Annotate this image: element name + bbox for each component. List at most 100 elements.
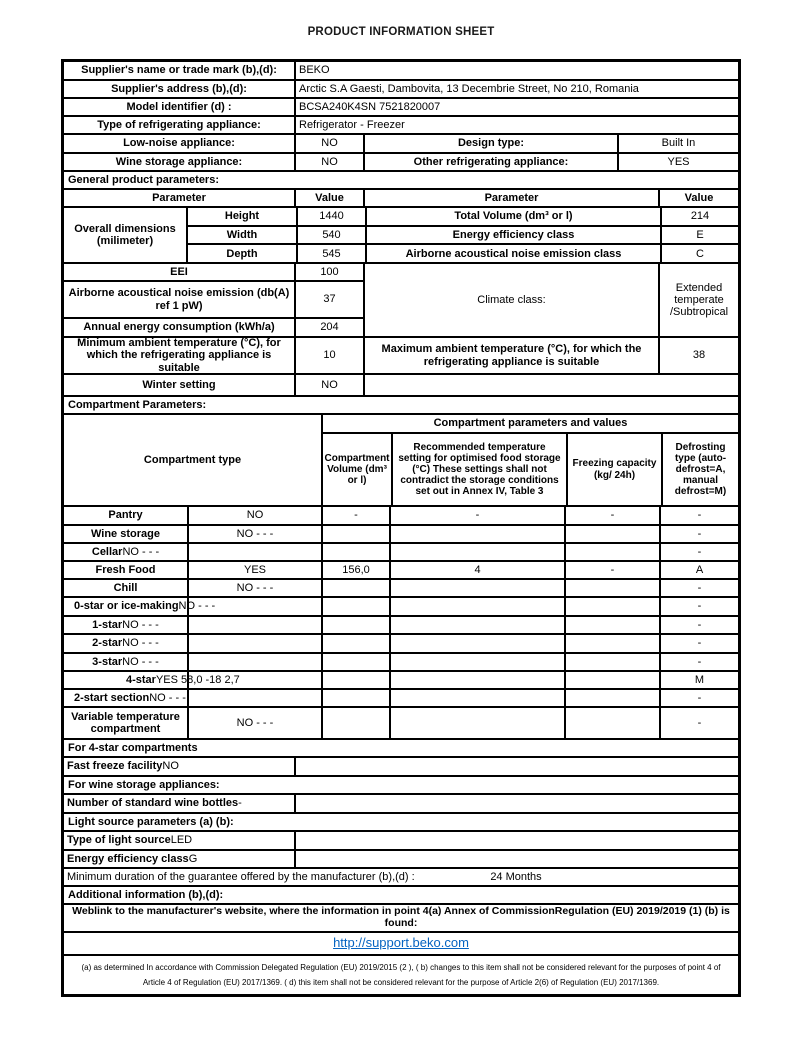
row-winter-setting: Winter setting NO xyxy=(64,375,738,397)
compartment-defrost: - xyxy=(659,690,738,706)
compartment-row-variable-temperature: Variable temperature compartment NO - - … xyxy=(64,708,738,740)
wine-storage-value: NO xyxy=(294,154,363,170)
compartment-row-2-start-section: 2-start section NO - - - - xyxy=(64,690,738,708)
compartment-freezing: - xyxy=(564,507,659,524)
compartment-temp xyxy=(389,654,564,670)
compartment-inline-value: NO - - - xyxy=(122,655,159,668)
compartment-label: Cellar NO - - - xyxy=(64,544,187,560)
fast-freeze-cell: Fast freeze facility NO xyxy=(64,758,294,775)
compartment-temp xyxy=(389,526,564,542)
compartment-present: NO - - - xyxy=(187,708,321,738)
compartment-freezing: - xyxy=(564,562,659,578)
row-param-value-header: Parameter Value Parameter Value xyxy=(64,190,738,208)
annual-energy-label: Annual energy consumption (kWh/a) xyxy=(83,321,275,334)
compartment-header-group: Compartment parameters and values Compar… xyxy=(321,415,738,505)
compartment-label: Chill xyxy=(113,581,138,594)
row-light-section-header: Light source parameters (a) (b): xyxy=(64,814,738,832)
compartment-volume xyxy=(321,654,389,670)
low-noise-label: Low-noise appliance: xyxy=(123,137,235,150)
row-noise-emission: Airborne acoustical noise emission (db(A… xyxy=(64,282,363,319)
supplier-address-label: Supplier's address (b),(d): xyxy=(111,82,247,95)
wine-bottles-cell: Number of standard wine bottles - xyxy=(64,795,294,812)
compartment-label: 3-star NO - - - xyxy=(64,654,187,670)
other-appliance-value: YES xyxy=(617,154,738,170)
row-compartment-column-headers: Compartment Volume (dm³ or l) Recommende… xyxy=(323,434,738,505)
compartment-label: Fresh Food xyxy=(95,563,156,576)
row-supplier-address: Supplier's address (b),(d): Arctic S.A G… xyxy=(64,81,738,99)
compartment-row-1-star: 1-star NO - - - - xyxy=(64,617,738,635)
row-light-class: Energy efficiency class G xyxy=(64,851,738,869)
row-eei-climate: EEI 100 Airborne acoustical noise emissi… xyxy=(64,264,738,338)
compartment-present xyxy=(187,598,321,615)
compartment-name: 0-star or ice-making xyxy=(74,600,179,613)
winter-setting-value: NO xyxy=(294,375,363,395)
row-depth: Depth 545 Airborne acoustical noise emis… xyxy=(188,245,738,263)
freezing-column-header: Freezing capacity (kg/ 24h) xyxy=(566,434,661,505)
compartment-inline-value: NO - - - xyxy=(149,691,186,704)
annual-energy-value: 204 xyxy=(294,319,363,336)
fast-freeze-value: NO xyxy=(162,760,179,773)
compartment-volume xyxy=(321,690,389,706)
noise-emission-label: Airborne acoustical noise emission (db(A… xyxy=(68,287,290,312)
compartment-temp xyxy=(389,617,564,633)
depth-label: Depth xyxy=(226,247,258,260)
low-noise-value: NO xyxy=(294,135,363,152)
fast-freeze-label: Fast freeze facility xyxy=(67,760,163,773)
height-label: Height xyxy=(224,210,260,223)
dimensions-label: Overall dimensions (milimeter) xyxy=(74,222,176,247)
fast-freeze-empty xyxy=(294,758,738,775)
climate-class-value: Extended temperate /Subtropical xyxy=(658,264,738,336)
eei-value: 100 xyxy=(294,264,363,280)
compartment-volume: - xyxy=(321,507,389,524)
compartment-freezing xyxy=(564,580,659,596)
row-compartment-section-header: Compartment Parameters: xyxy=(64,397,738,415)
compartment-row-4-star: 4-star YES 58,0 -18 2,7 M xyxy=(64,672,738,690)
compartment-defrost: - xyxy=(659,526,738,542)
compartment-volume xyxy=(321,708,389,738)
compartment-present: NO - - - xyxy=(187,580,321,596)
manufacturer-website-link[interactable]: http://support.beko.com xyxy=(333,935,469,951)
compartment-present xyxy=(187,690,321,706)
compartment-name: 4-star xyxy=(126,673,156,686)
row-wine-storage-appliance: Wine storage appliance: NO Other refrige… xyxy=(64,154,738,172)
row-footnote: (a) as determined In accordance with Com… xyxy=(64,956,738,994)
light-section-title: Light source parameters (a) (b): xyxy=(68,815,234,828)
compartment-name: 2-star xyxy=(92,637,123,650)
compartment-present xyxy=(187,654,321,670)
additional-info-title: Additional information (b),(d): xyxy=(68,888,224,901)
guarantee-label: Minimum duration of the guarantee offere… xyxy=(67,870,415,883)
compartment-inline-value: YES 58,0 -18 2,7 xyxy=(155,673,240,686)
dimensions-subtable: Height 1440 Total Volume (dm³ or l) 214 … xyxy=(186,208,738,263)
row-supplier-name: Supplier's name or trade mark (b),(d): B… xyxy=(64,62,738,81)
noise-emission-value: 37 xyxy=(294,282,363,317)
eei-label: EEI xyxy=(170,265,188,278)
climate-class-label: Climate class: xyxy=(363,264,658,336)
compartment-label: Variable temperature compartment xyxy=(71,710,180,735)
compartment-label: 0-star or ice-making NO - - - xyxy=(64,598,215,615)
light-type-value: LED xyxy=(170,834,193,847)
max-ambient-value: 38 xyxy=(658,338,738,373)
light-type-cell: Type of light source LED xyxy=(64,832,294,849)
compartment-temp: 4 xyxy=(389,562,564,578)
compartment-temp xyxy=(389,580,564,596)
depth-value: 545 xyxy=(296,245,365,263)
row-ambient-temperature: Minimum ambient temperature (°C), for wh… xyxy=(64,337,738,375)
light-class-value: G xyxy=(188,852,198,865)
compartment-inline-value: NO - - - xyxy=(122,545,160,558)
compartment-temp xyxy=(389,708,564,738)
compartment-freezing xyxy=(564,708,659,738)
compartment-freezing xyxy=(564,526,659,542)
compartment-freezing xyxy=(564,654,659,670)
supplier-name-label: Supplier's name or trade mark (b),(d): xyxy=(81,64,277,77)
compartment-volume: 156,0 xyxy=(321,562,389,578)
compartment-present: YES xyxy=(187,562,321,578)
defrost-column-header: Defrosting type (auto-defrost=A, manual … xyxy=(661,434,738,505)
light-class-cell: Energy efficiency class G xyxy=(64,851,294,867)
compartment-section-title: Compartment Parameters: xyxy=(68,398,207,411)
compartment-freezing xyxy=(564,598,659,615)
compartment-defrost: - xyxy=(659,654,738,670)
appliance-type-label: Type of refrigerating appliance: xyxy=(97,118,261,131)
total-volume-label: Total Volume (dm³ or l) xyxy=(365,208,660,225)
4-star-section-title: For 4-star compartments xyxy=(68,741,198,754)
max-ambient-label: Maximum ambient temperature (°C), for wh… xyxy=(363,338,658,373)
